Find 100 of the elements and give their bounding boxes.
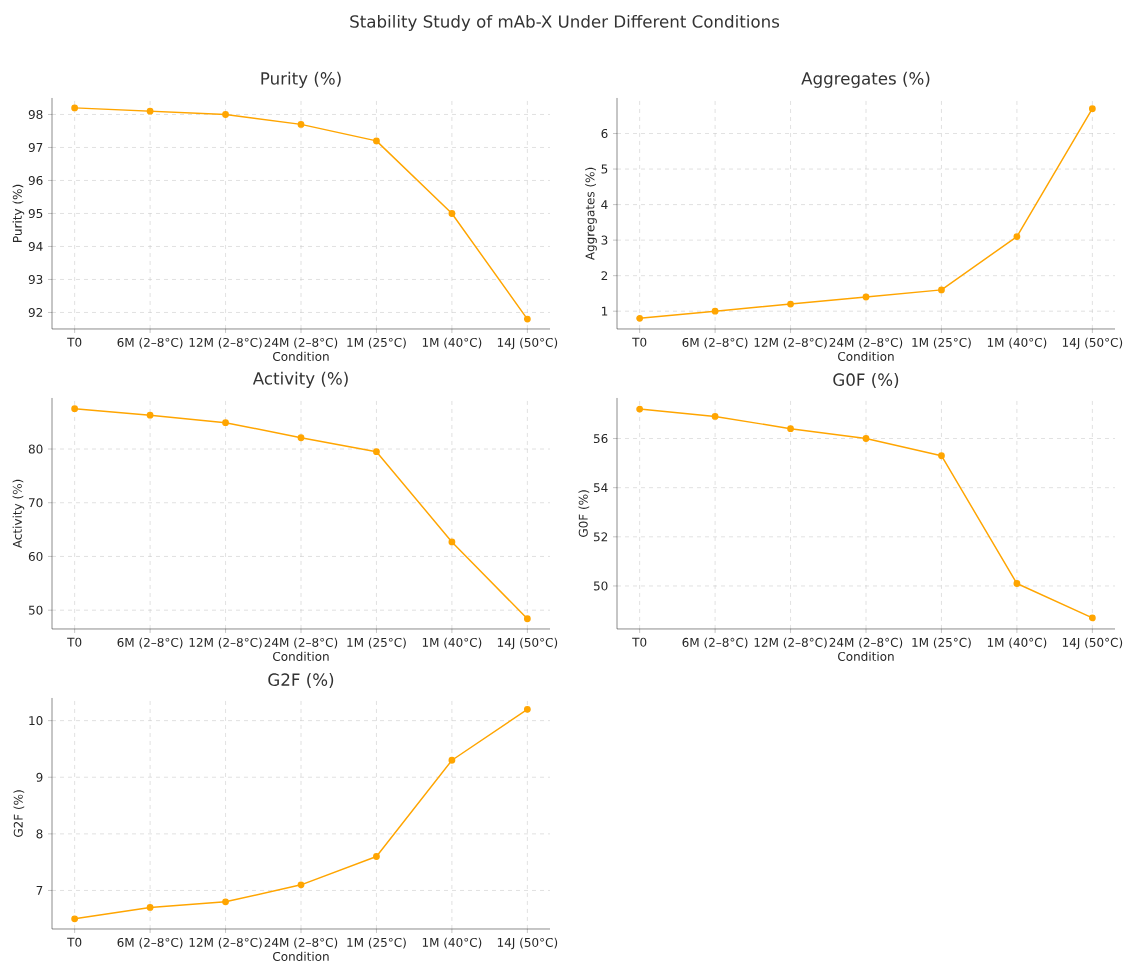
- x-tick-label: 6M (2–8°C): [682, 637, 748, 649]
- point: [711, 412, 719, 420]
- x-tick-label: 6M (2–8°C): [117, 337, 183, 349]
- x-tick-label: 12M (2–8°C): [189, 937, 262, 949]
- x-tick-label: 6M (2–8°C): [117, 937, 183, 949]
- x-tick-label: 24M (2–8°C): [264, 337, 338, 349]
- point: [862, 434, 870, 442]
- x-tick-label: 1M (25°C): [347, 937, 406, 949]
- point: [523, 705, 531, 713]
- point: [938, 286, 945, 294]
- point: [71, 915, 79, 922]
- y-tick-label: 50: [593, 581, 608, 591]
- x-axis-title: Condition: [273, 651, 329, 661]
- point: [448, 538, 456, 546]
- y-axis-title: Aggregates (%): [585, 167, 597, 260]
- y-tick-label: 5: [601, 164, 608, 174]
- x-tick-label: 14J (50°C): [497, 337, 558, 349]
- x-tick-label: 1M (40°C): [987, 337, 1047, 349]
- y-axis-title: G2F (%): [13, 790, 25, 837]
- y-tick-label: 95: [28, 208, 43, 218]
- x-tick-label: 24M (2–8°C): [264, 937, 338, 949]
- x-tick-label: 1M (40°C): [422, 337, 482, 349]
- x-tick-label: 1M (40°C): [987, 637, 1047, 649]
- y-tick-label: 97: [28, 142, 43, 152]
- chart-title: G2F (%): [268, 672, 334, 688]
- point: [523, 615, 531, 622]
- x-axis-title: Condition: [838, 651, 894, 661]
- x-tick-label: 24M (2–8°C): [829, 637, 903, 649]
- x-tick-label: 14J (50°C): [1062, 337, 1123, 349]
- y-tick-label: 7: [36, 885, 43, 895]
- point: [636, 314, 644, 322]
- y-axis-title: Activity (%): [12, 479, 25, 548]
- point: [448, 209, 456, 217]
- x-tick-label: 1M (25°C): [347, 637, 406, 649]
- y-tick-label: 2: [601, 271, 608, 280]
- x-tick-label: 12M (2–8°C): [189, 637, 262, 649]
- y-tick-label: 92: [28, 307, 43, 317]
- chart-title: Purity (%): [261, 71, 341, 88]
- point: [787, 425, 794, 432]
- x-tick-label: 12M (2–8°C): [754, 637, 827, 649]
- y-axis-title: Purity (%): [12, 184, 25, 242]
- y-tick-label: 56: [593, 433, 608, 443]
- x-tick-label: 1M (40°C): [422, 937, 482, 949]
- point: [222, 110, 229, 118]
- y-tick-label: 52: [593, 532, 608, 542]
- x-tick-label: T0: [632, 637, 647, 647]
- y-tick-label: 1: [601, 306, 608, 316]
- point: [146, 107, 154, 115]
- y-tick-label: 8: [36, 829, 43, 839]
- point: [373, 137, 380, 145]
- point: [297, 434, 305, 441]
- x-tick-label: T0: [67, 637, 82, 647]
- x-axis-title: Condition: [838, 351, 894, 361]
- point: [862, 293, 870, 301]
- point: [71, 104, 79, 112]
- point: [146, 903, 154, 911]
- x-tick-label: T0: [67, 937, 82, 947]
- y-tick-label: 93: [28, 274, 43, 284]
- x-tick-label: 14J (50°C): [497, 937, 558, 949]
- x-tick-label: 24M (2–8°C): [829, 337, 903, 349]
- point: [71, 405, 79, 412]
- point: [938, 452, 945, 459]
- point: [146, 411, 154, 419]
- point: [222, 419, 229, 426]
- y-tick-label: 54: [593, 483, 608, 492]
- point: [373, 852, 380, 860]
- y-tick-label: 94: [28, 241, 43, 251]
- x-tick-label: 1M (25°C): [912, 637, 971, 649]
- y-tick-label: 9: [36, 772, 43, 782]
- point: [448, 756, 456, 764]
- y-tick-label: 50: [28, 605, 43, 615]
- y-tick-label: 80: [28, 444, 43, 454]
- y-tick-label: 6: [601, 128, 608, 138]
- point: [636, 405, 644, 413]
- x-tick-label: 1M (25°C): [912, 337, 971, 349]
- point: [373, 448, 380, 455]
- chart-title: Activity (%): [252, 371, 348, 388]
- point: [1013, 232, 1021, 240]
- x-tick-label: 14J (50°C): [497, 637, 558, 649]
- x-tick-label: 6M (2–8°C): [117, 637, 183, 649]
- y-tick-label: 60: [28, 551, 43, 561]
- x-axis-title: Condition: [273, 351, 329, 361]
- x-axis-title: Condition: [273, 951, 329, 961]
- point: [1088, 614, 1096, 622]
- point: [222, 898, 229, 906]
- chart-title: G0F (%): [833, 372, 899, 388]
- y-tick-label: 3: [601, 235, 608, 245]
- x-tick-label: 14J (50°C): [1062, 637, 1123, 649]
- x-tick-label: T0: [632, 337, 647, 347]
- chart-title: Aggregates (%): [801, 71, 930, 88]
- point: [523, 315, 531, 323]
- point: [787, 300, 794, 308]
- x-tick-label: 1M (25°C): [347, 337, 406, 349]
- text: Stability Study of mAb-X Under Different Conditions: [350, 14, 780, 31]
- x-tick-label: 24M (2–8°C): [264, 637, 338, 649]
- y-tick-label: 4: [601, 200, 608, 209]
- y-tick-label: 98: [28, 109, 43, 119]
- x-tick-label: 12M (2–8°C): [754, 337, 827, 349]
- point: [1013, 579, 1021, 587]
- x-tick-label: 1M (40°C): [422, 637, 482, 649]
